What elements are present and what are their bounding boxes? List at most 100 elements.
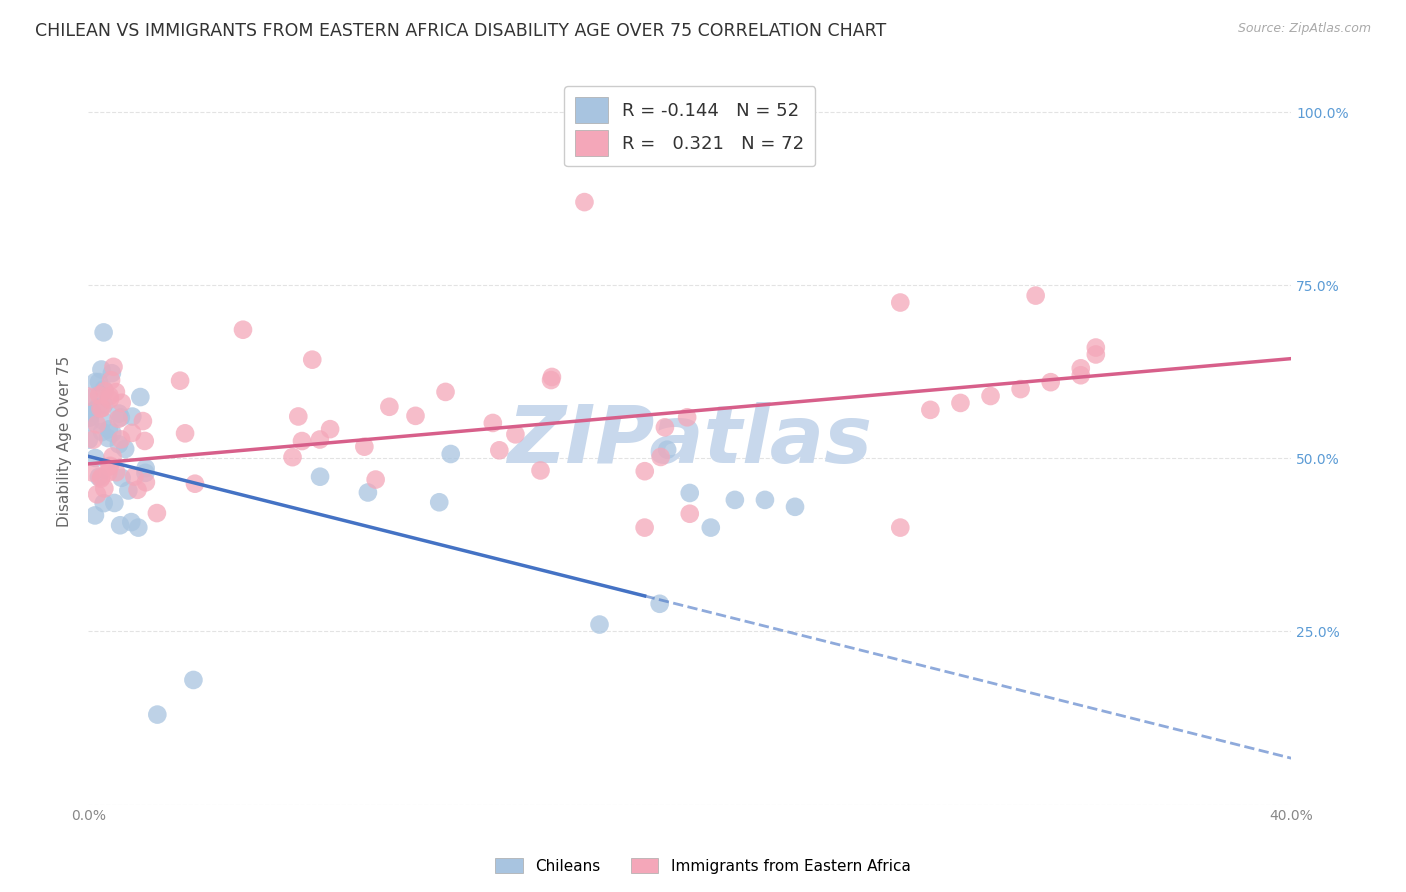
Point	[77, 410, 100, 425]
Point	[679, 507, 702, 521]
Point	[105, 465, 128, 479]
Point	[1039, 375, 1062, 389]
Point	[91, 425, 114, 439]
Point	[100, 373, 122, 387]
Point	[87, 470, 110, 484]
Point	[540, 373, 562, 387]
Point	[110, 410, 132, 425]
Point	[89, 388, 111, 402]
Point	[117, 483, 139, 498]
Point	[97, 466, 120, 480]
Point	[93, 382, 115, 396]
Point	[724, 492, 747, 507]
Point	[91, 401, 114, 415]
Point	[309, 469, 332, 483]
Point	[319, 422, 342, 436]
Point	[676, 410, 699, 425]
Point	[232, 323, 254, 337]
Point	[86, 417, 108, 432]
Point	[488, 443, 510, 458]
Point	[700, 520, 723, 534]
Point	[82, 433, 104, 447]
Point	[135, 461, 157, 475]
Text: ZIPatlas: ZIPatlas	[508, 402, 872, 480]
Point	[90, 470, 112, 484]
Point	[657, 442, 679, 457]
Point	[111, 396, 134, 410]
Point	[77, 390, 100, 404]
Point	[440, 447, 463, 461]
Point	[98, 392, 121, 407]
Point	[80, 405, 103, 419]
Point	[84, 508, 107, 523]
Point	[287, 409, 309, 424]
Point	[308, 433, 330, 447]
Point	[353, 440, 375, 454]
Point	[405, 409, 427, 423]
Point	[121, 425, 143, 440]
Point	[541, 370, 564, 384]
Point	[1084, 341, 1107, 355]
Point	[98, 459, 121, 474]
Point	[949, 396, 972, 410]
Point	[124, 469, 146, 483]
Point	[650, 450, 672, 464]
Point	[127, 483, 149, 497]
Point	[146, 707, 169, 722]
Point	[101, 366, 124, 380]
Point	[482, 416, 505, 430]
Point	[654, 420, 676, 434]
Point	[90, 362, 112, 376]
Point	[108, 518, 131, 533]
Point	[146, 506, 169, 520]
Point	[679, 486, 702, 500]
Point	[108, 407, 131, 421]
Point	[134, 466, 156, 480]
Point	[91, 413, 114, 427]
Point	[301, 352, 323, 367]
Text: Source: ZipAtlas.com: Source: ZipAtlas.com	[1237, 22, 1371, 36]
Y-axis label: Disability Age Over 75: Disability Age Over 75	[58, 355, 72, 526]
Point	[86, 487, 108, 501]
Point	[1070, 361, 1092, 376]
Point	[127, 520, 149, 534]
Point	[114, 442, 136, 456]
Point	[87, 375, 110, 389]
Point	[77, 392, 100, 406]
Point	[634, 464, 657, 478]
Point	[97, 431, 120, 445]
Point	[980, 389, 1002, 403]
Point	[98, 389, 121, 403]
Point	[529, 463, 551, 477]
Point	[648, 597, 671, 611]
Point	[82, 466, 104, 480]
Point	[574, 195, 596, 210]
Point	[103, 496, 125, 510]
Point	[1010, 382, 1032, 396]
Point	[132, 414, 155, 428]
Point	[588, 617, 610, 632]
Point	[110, 471, 132, 485]
Point	[754, 492, 776, 507]
Point	[93, 482, 115, 496]
Point	[103, 359, 125, 374]
Point	[633, 520, 655, 534]
Point	[98, 458, 121, 473]
Point	[89, 401, 111, 416]
Point	[184, 476, 207, 491]
Point	[93, 384, 115, 398]
Point	[134, 434, 156, 448]
Point	[101, 425, 124, 440]
Point	[291, 434, 314, 448]
Point	[364, 473, 387, 487]
Point	[93, 326, 115, 340]
Point	[427, 495, 450, 509]
Point	[84, 450, 107, 465]
Point	[77, 433, 100, 447]
Point	[357, 485, 380, 500]
Point	[104, 385, 127, 400]
Point	[378, 400, 401, 414]
Point	[505, 427, 527, 442]
Point	[1025, 288, 1047, 302]
Point	[889, 295, 911, 310]
